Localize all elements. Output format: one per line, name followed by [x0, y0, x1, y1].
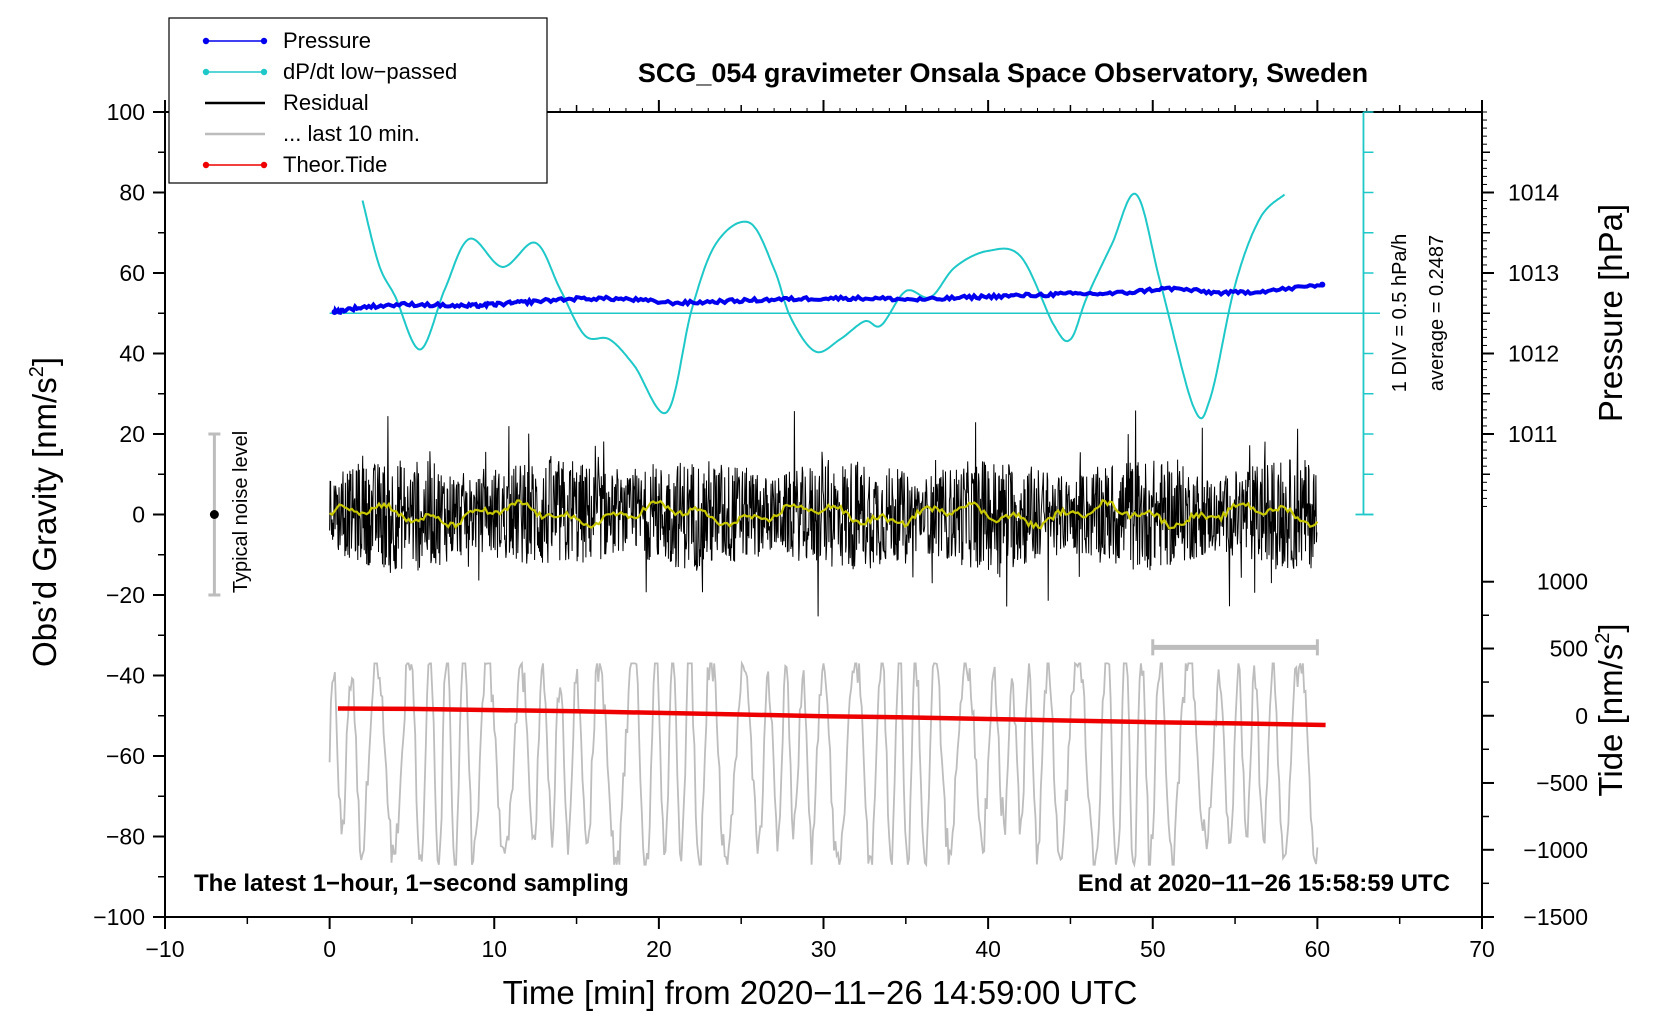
legend-label: Theor.Tide [283, 152, 387, 177]
y-tick-label: 80 [119, 180, 145, 206]
legend-label: dP/dt low−passed [283, 59, 457, 84]
tide-tick-label: −1500 [1523, 904, 1588, 930]
chart-title: SCG_054 gravimeter Onsala Space Observat… [638, 58, 1368, 88]
tide-tick-label: 1000 [1537, 569, 1588, 595]
series-residual [329, 410, 1318, 617]
axis-ticks [153, 100, 1494, 929]
legend-marker [260, 161, 268, 169]
x-tick-label: 10 [481, 936, 507, 962]
series-dpdt [361, 192, 1286, 420]
note-end-time: End at 2020−11−26 15:58:59 UTC [1078, 870, 1450, 897]
legend-box [168, 17, 548, 184]
x-tick-label: 50 [1140, 936, 1166, 962]
y-tick-label: 0 [132, 502, 145, 528]
y-tick-label: 20 [119, 421, 145, 447]
legend-marker [260, 68, 268, 76]
series-theor-tide [337, 706, 1326, 728]
x-tick-label: 60 [1305, 936, 1331, 962]
tide-tick-label: −500 [1536, 770, 1588, 796]
series-pressure [332, 281, 1325, 315]
pressure-dpdt-scale [329, 111, 1380, 516]
dpdt-average-note: average = 0.2487 [1426, 235, 1448, 391]
dpdt-div-note: 1 DIV = 0.5 hPa/h [1389, 234, 1411, 392]
x-tick-label: 20 [646, 936, 672, 962]
y-tick-label: −100 [93, 904, 145, 930]
legend-marker [202, 68, 210, 76]
x-tick-label: 70 [1469, 936, 1495, 962]
tide-tick-label: 0 [1575, 703, 1588, 729]
pressure-tick-label: 1013 [1508, 260, 1559, 286]
y-tick-label: −20 [106, 582, 145, 608]
x-axis-title: Time [min] from 2020−11−26 14:59:00 UTC [503, 974, 1138, 1011]
y-tick-label: −40 [106, 663, 145, 689]
x-tick-label: −10 [145, 936, 184, 962]
legend-label: ... last 10 min. [283, 121, 420, 146]
legend-marker [202, 161, 210, 169]
tide-tick-label: −1000 [1523, 837, 1588, 863]
pressure-start-dot [331, 309, 338, 316]
noise-level-indicator [208, 432, 221, 597]
y-tick-label: −60 [106, 743, 145, 769]
x-tick-label: 30 [811, 936, 837, 962]
y-tick-label: −80 [106, 824, 145, 850]
y-tick-label: 40 [119, 341, 145, 367]
tick-labels: −10 0 10 20 30 40 50 60 70100806040200−20−40−60−… [93, 99, 1588, 962]
pressure-tick-label: 1012 [1508, 341, 1559, 367]
pressure-tick-label: 1011 [1508, 421, 1557, 447]
series-residual-smoothed [329, 498, 1319, 530]
series-last-10-min [328, 660, 1319, 869]
legend-marker [202, 37, 210, 45]
y-tick-label: 60 [119, 260, 145, 286]
pressure-end-dot [1319, 281, 1326, 288]
noise-level-label: Typical noise level [230, 431, 252, 593]
x-tick-label: 0 [323, 936, 336, 962]
y-axis-title-tide: Tide [nm/s2] [1592, 623, 1629, 796]
tide-tick-label: 500 [1550, 636, 1588, 662]
x-tick-label: 40 [975, 936, 1001, 962]
legend-marker [260, 37, 268, 45]
note-sampling: The latest 1−hour, 1−second sampling [194, 870, 629, 897]
y-tick-label: 100 [107, 99, 145, 125]
y-axis-title-left: Obs’d Gravity [nm/s2] [26, 357, 63, 667]
noise-center-dot [209, 510, 219, 519]
y-axis-title-pressure: Pressure [hPa] [1592, 204, 1629, 422]
legend: Pressure dP/dt low−passed Residual ... last… [168, 17, 548, 184]
legend-label: Pressure [283, 28, 371, 53]
series-group [328, 192, 1326, 869]
pressure-tick-label: 1014 [1508, 180, 1559, 206]
legend-label: Residual [283, 90, 369, 115]
